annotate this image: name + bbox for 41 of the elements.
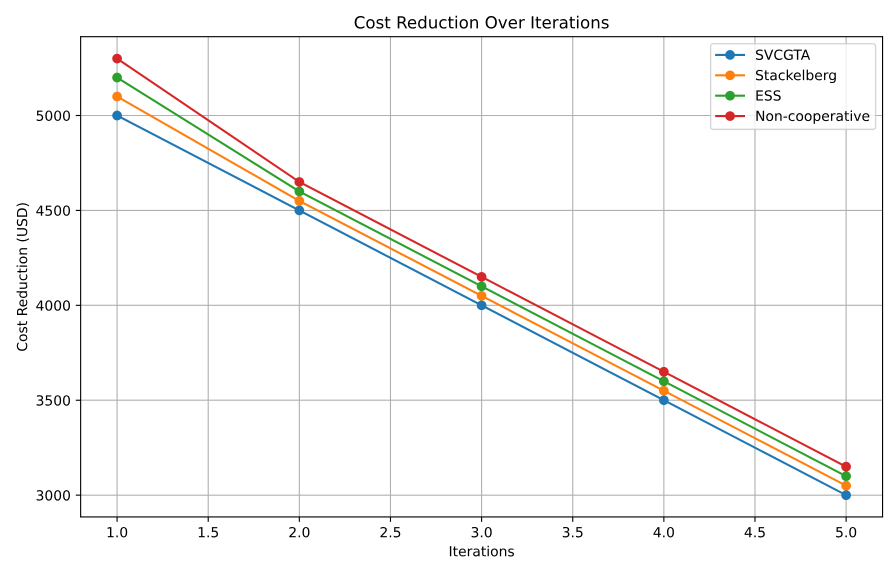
point [112, 72, 122, 82]
point [112, 110, 122, 120]
point [294, 186, 304, 196]
x-tick-label: 2.5 [380, 526, 400, 538]
chart-title: Cost Reduction Over Iterations [354, 16, 609, 29]
x-tick-label: 5.0 [836, 526, 856, 538]
point [112, 54, 122, 64]
point [841, 490, 851, 500]
point [476, 272, 486, 282]
point [841, 462, 851, 472]
x-tick-label: 4.0 [653, 526, 674, 538]
x-tick-label: 1.0 [108, 526, 128, 538]
point [476, 290, 486, 301]
point [658, 366, 669, 377]
point [476, 300, 486, 310]
point [294, 177, 304, 187]
point [476, 281, 486, 292]
y-axis-title: Cost Reduction (USD) [16, 203, 29, 351]
point [294, 206, 304, 216]
y-tick-label: 3000 [36, 490, 70, 501]
legend-label: SVCGTA [756, 49, 810, 60]
point [658, 395, 669, 406]
point [294, 196, 304, 206]
y-tick-label: 4000 [36, 300, 70, 311]
x-axis-title: Iterations [450, 546, 514, 556]
x-tick-label: 3.0 [472, 526, 492, 538]
y-tick-label: 3500 [36, 395, 70, 406]
y-tick-label: 5000 [36, 110, 70, 121]
y-tick-label: 4500 [36, 205, 70, 216]
point [841, 471, 851, 482]
point [841, 480, 851, 491]
x-tick-label: 4.5 [744, 527, 765, 538]
legend-label: Non-cooperative [756, 110, 870, 124]
point [112, 92, 122, 102]
x-tick-label: 2.0 [289, 526, 310, 538]
legend-label: ESS [756, 90, 781, 101]
x-tick-label: 3.5 [562, 526, 583, 538]
point [658, 376, 669, 386]
point [658, 386, 669, 396]
x-tick-label: 1.5 [198, 527, 218, 538]
legend-label: Stackelberg [756, 70, 836, 84]
